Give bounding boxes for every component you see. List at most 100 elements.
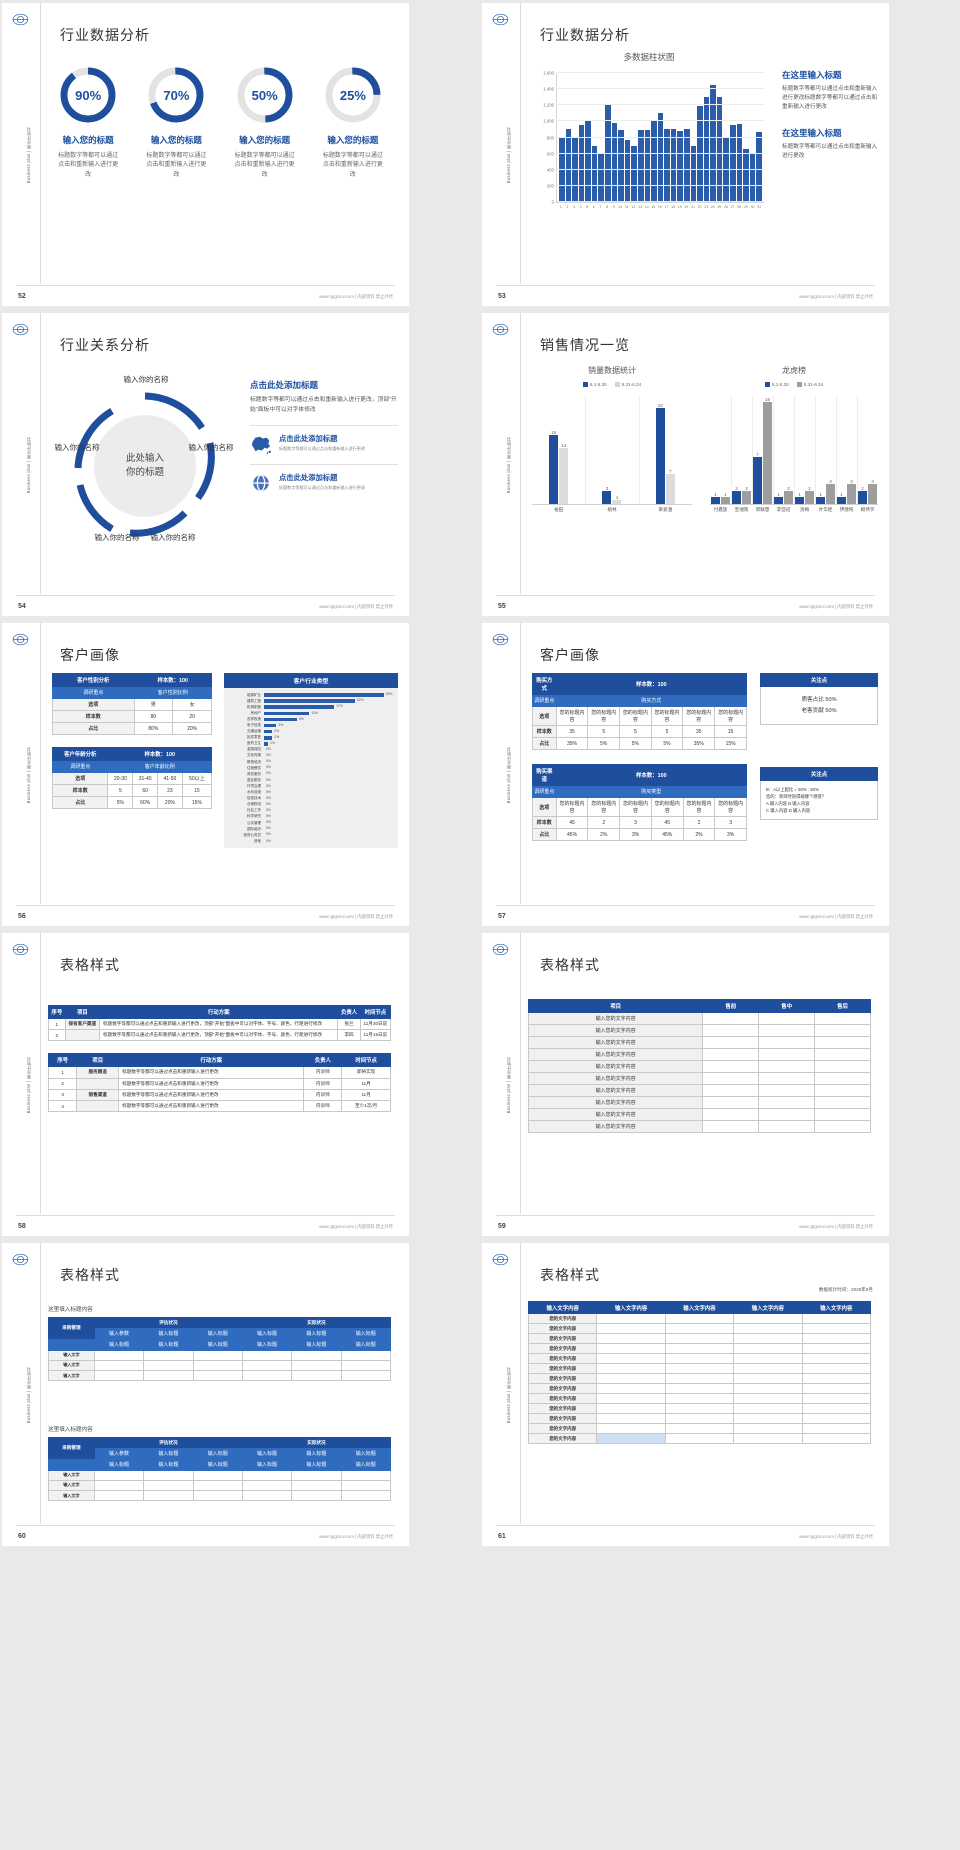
side-label: Business plan | 商业计划书: [26, 126, 31, 183]
table-subheader-row: 输入参数 输入标题 输入标题 输入标题 输入标题 输入标题: [49, 1327, 392, 1340]
x-axis-label: 姆伟学: [860, 507, 875, 513]
node-label: 输入你的名称: [150, 533, 196, 542]
table-row: 4 标题数字等都可以通过点击和重新输入进行更改 内训师 至少1次/月: [47, 1099, 391, 1113]
table-cell: [733, 1433, 803, 1444]
bar: 1: [721, 492, 730, 505]
bar-value: 7: [669, 468, 672, 474]
table-cell: 您的文字内容: [527, 1413, 598, 1424]
table-cell: [702, 1084, 760, 1097]
table-cell: [241, 1479, 293, 1491]
table-header-cell: 输入标题: [291, 1327, 342, 1340]
table-cell: [814, 1084, 871, 1097]
industry-bar-wrap: 2%: [264, 729, 394, 734]
industry-name: 机械制造: [247, 704, 261, 709]
chart-x-labels: 1 2 3 4 5 6 7 8 9 10 11 12 13 14 15 16 17 18 19 20 21 22 23 24 2…: [556, 203, 764, 209]
bar: 1: [837, 492, 846, 505]
section-label: 这里填入标题内容: [48, 1427, 93, 1433]
industry-value: 0%: [266, 820, 271, 825]
feature-desc: 标题数字等都可以通过点击和重新输入进行更改: [279, 446, 365, 452]
bar-group: 1 3 伊建纯: [836, 395, 857, 512]
bar: 22: [655, 403, 665, 505]
industry-row: 建筑工程 22%: [224, 698, 394, 704]
bar-group: 2 2 至湘南: [731, 395, 752, 512]
table-row: 输入您的文字内容: [527, 1048, 871, 1061]
table-cell: 您的文字内容: [527, 1313, 598, 1324]
table-row: 输入您的文字内容: [527, 1108, 871, 1121]
industry-bar-wrap: 0%: [264, 765, 394, 770]
footer-text: www.rgtgznui.com | 内部资料 禁止外传: [799, 604, 873, 609]
x-axis-label: 郭联慧: [755, 507, 770, 513]
industry-value: 0%: [266, 808, 271, 813]
table-row: 2 标题数字等都可以通过点击和重新输入进行更改，顶部“开始”面板中可以对字体、字号…: [48, 1029, 392, 1042]
table-cell: 23: [157, 784, 183, 797]
table-cell: [291, 1479, 342, 1491]
focus-title: 关注点: [760, 767, 878, 781]
footer-rule: [496, 285, 875, 286]
divider: [40, 933, 41, 1214]
bar: 3: [847, 479, 856, 505]
industry-row: 住宿餐饮 0%: [224, 765, 394, 771]
x-axis-label: 9: [612, 205, 615, 209]
table-cell: [814, 1060, 871, 1073]
table-row: 输入文字: [48, 1469, 392, 1481]
table-header-cell: 输入标题: [192, 1338, 243, 1351]
side-label: Business plan | 商业计划书: [26, 1056, 31, 1113]
table-row: 选项 20-30 31-40 41-50 50以上: [51, 772, 213, 785]
divider: [520, 623, 521, 904]
footer-text: www.rgtgznui.com | 内部资料 禁止外传: [799, 1224, 873, 1229]
page-number: 53: [498, 293, 506, 300]
table-cell: 3%: [714, 828, 747, 841]
table-cell: [733, 1373, 803, 1384]
bar-value: 13: [561, 442, 567, 448]
industry-row: 水利设施 0%: [224, 790, 394, 796]
x-axis-label: 伊建纯: [839, 507, 854, 513]
procurement-section-2: 这里填入标题内容 采购管理 评估状况 实际状况 输入参数 输入标题 输入标题 输入标题 输入标…: [48, 1425, 392, 1502]
industry-bar-wrap: 0%: [264, 802, 394, 807]
y-axis-label: 200: [546, 183, 554, 189]
table-cell: [143, 1349, 194, 1361]
table-row: 选项 您的标题内容 您的标题内容 您的标题内容 您的标题内容 您的标题内容 您的标题内容: [532, 706, 747, 726]
table-row: 输入您的文字内容: [527, 1096, 871, 1109]
node-label: 输入你的名称: [188, 443, 234, 452]
table-cell: [340, 1469, 392, 1481]
y-axis-label: 800: [546, 135, 554, 140]
table-header-cell: 输入文字内容: [733, 1301, 803, 1314]
table-header-cell: 输入标题: [93, 1458, 145, 1471]
side-label: Business plan | 商业计划书: [26, 436, 31, 493]
y-axis-label: 0: [551, 199, 554, 205]
bar: [651, 121, 657, 202]
footer-text: www.rgtgznui.com | 内部资料 禁止外传: [799, 1534, 873, 1539]
table-cell: 内训师: [303, 1066, 343, 1079]
table-cell: 占比: [532, 828, 557, 841]
table-cell: 20-30: [107, 772, 134, 785]
table-row: 3 销售渠道 标题数字等都可以通过点击和重新输入进行更改 内训师 11月: [47, 1088, 391, 1101]
gridline: 1,200: [543, 103, 764, 108]
table-header-cell: 输入参数: [93, 1447, 145, 1460]
gridline: [638, 395, 640, 505]
table-row: 占比 45% 2% 3% 45% 2% 3%: [532, 828, 747, 841]
table-cell: [733, 1353, 803, 1364]
table-cell: 输入您的文字内容: [527, 1108, 704, 1121]
bar: [670, 129, 677, 202]
side-label: Business plan | 商业计划书: [26, 1366, 31, 1423]
table-cell: 35%: [682, 737, 716, 750]
bar: [644, 129, 651, 202]
logo-icon: [492, 11, 509, 28]
stage-table-wrap: 项目 售前 售中 售后 输入您的文字内容 输入您的文字内容 输入您的文字内容 输入您的文字内容…: [527, 999, 871, 1133]
industry-bar-wrap: 3%: [264, 723, 394, 728]
table-cell: [664, 1413, 735, 1424]
table-header-cell: 输入标题: [291, 1447, 342, 1460]
section-heading: 点击此处添加标题: [250, 380, 319, 390]
bar: [264, 699, 355, 703]
table-cell: [664, 1423, 735, 1434]
gender-analysis-table: 客户性别分析 样本数：100 调研重点 客户性别比例 选项男女样本数 80 20 占比 80% 2…: [52, 673, 213, 735]
side-label: Business plan | 商业计划书: [506, 746, 511, 803]
section-label: 这里填入标题内容: [48, 1307, 93, 1313]
table-cell: 15: [181, 784, 213, 797]
table-row: 样本数 80 20: [52, 710, 212, 723]
table-cell: [664, 1333, 735, 1344]
donut-chart: 70%: [146, 65, 206, 125]
table-cell: [801, 1403, 872, 1414]
table-header-row: 购买方式 样本数：100: [532, 673, 748, 695]
x-axis-label: 22: [697, 205, 702, 209]
